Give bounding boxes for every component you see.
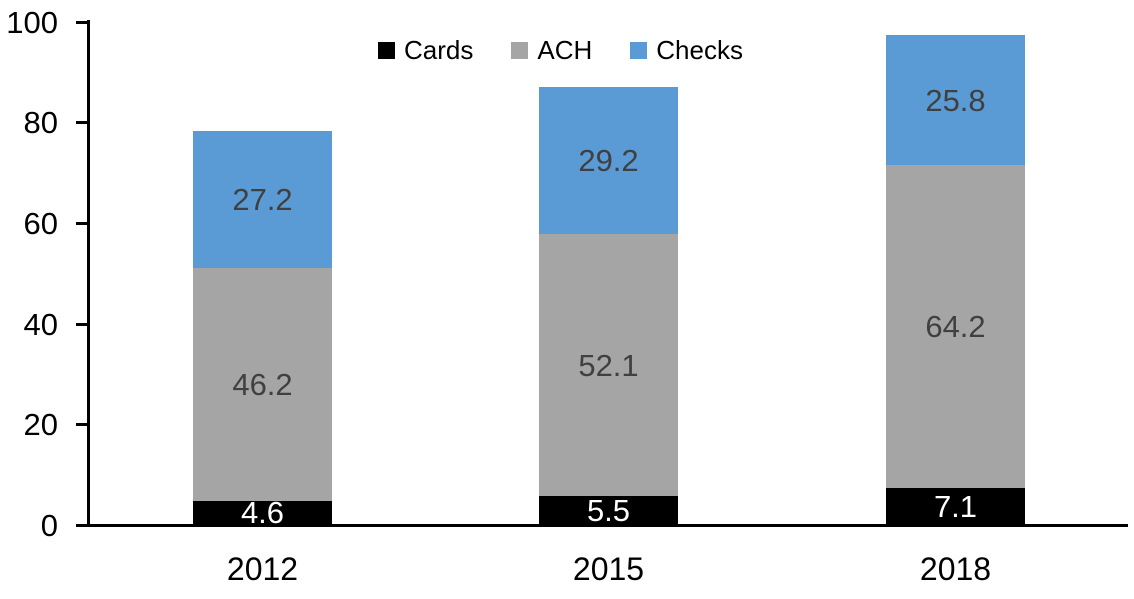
y-tick-label: 80	[23, 105, 58, 140]
category-label-2015: 2015	[572, 551, 645, 587]
value-label-checks-2015: 29.2	[578, 142, 639, 178]
value-label-cards-2018: 7.1	[933, 488, 978, 524]
bar-segment-cards-2015	[539, 496, 678, 524]
bar-segment-cards-2012	[193, 500, 332, 524]
legend-label-ach: ACH	[537, 35, 593, 65]
value-label-ach-2015: 52.1	[578, 347, 639, 383]
legend-item-cards: Cards	[378, 36, 473, 64]
bar-segment-checks-2012	[193, 131, 332, 269]
legend-item-checks: Checks	[630, 36, 743, 64]
legend-swatch-ach	[511, 41, 529, 59]
y-tick-mark	[76, 423, 88, 426]
bar-segment-cards-2018	[886, 488, 1025, 524]
x-axis-line	[76, 524, 1128, 527]
y-tick-label: 0	[40, 508, 58, 543]
bar-segment-ach-2015	[539, 233, 678, 497]
legend-label-cards: Cards	[404, 35, 474, 65]
y-tick-mark	[76, 121, 88, 124]
y-tick-label: 20	[23, 407, 58, 442]
value-label-checks-2012: 27.2	[232, 182, 293, 218]
category-label-2012: 2012	[226, 551, 299, 587]
y-tick-label: 60	[23, 206, 58, 241]
y-axis-line	[87, 20, 90, 527]
y-tick-label: 100	[6, 5, 58, 40]
value-label-ach-2018: 64.2	[925, 309, 986, 345]
value-label-cards-2015: 5.5	[586, 492, 631, 528]
y-tick-mark	[76, 222, 88, 225]
bar-segment-checks-2018	[886, 35, 1025, 165]
legend-item-ach: ACH	[511, 36, 592, 64]
bar-segment-ach-2012	[193, 268, 332, 501]
category-label-2018: 2018	[919, 551, 992, 587]
bar-segment-ach-2018	[886, 165, 1025, 489]
legend-swatch-cards	[378, 41, 395, 59]
legend-label-checks: Checks	[656, 35, 743, 65]
chart-legend: Cards ACH Checks	[378, 36, 743, 64]
y-tick-mark	[76, 21, 88, 24]
value-label-checks-2018: 25.8	[925, 82, 986, 118]
value-label-ach-2012: 46.2	[232, 367, 293, 403]
y-tick-mark	[76, 323, 88, 326]
legend-swatch-checks	[630, 41, 648, 59]
value-label-cards-2012: 4.6	[240, 494, 285, 530]
y-tick-label: 40	[23, 307, 58, 342]
bar-segment-checks-2015	[539, 86, 678, 234]
